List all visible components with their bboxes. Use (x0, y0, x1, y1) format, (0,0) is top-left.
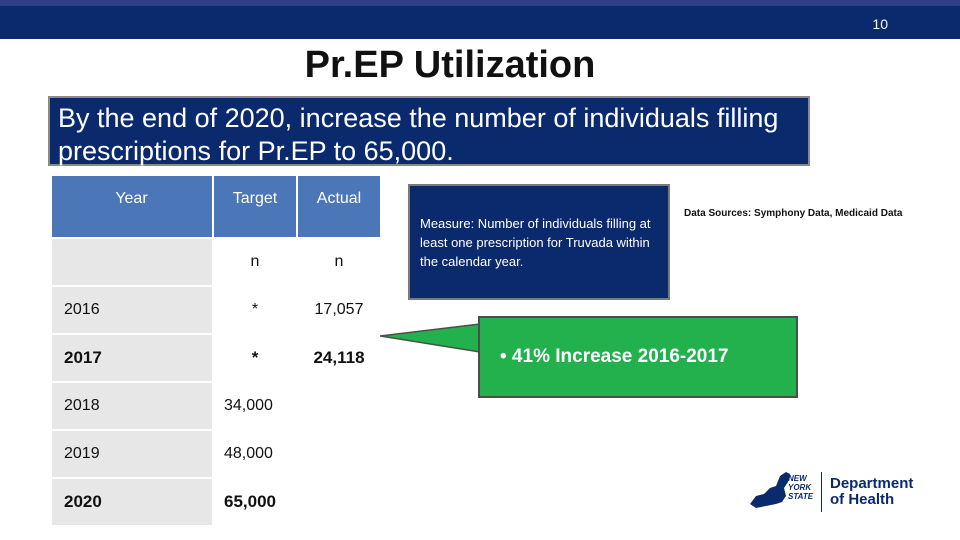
table-header-row: Year Target Actual (52, 176, 380, 237)
row-target: 48,000 (214, 431, 296, 477)
row-actual (298, 479, 380, 525)
row-target: 34,000 (214, 383, 296, 429)
logo-state-line: NEW (788, 474, 807, 483)
row-actual (298, 383, 380, 429)
logo-dept-line: Department (830, 475, 914, 492)
header-target: Target (214, 176, 296, 237)
logo-state-line: YORK (788, 483, 812, 492)
nys-map-icon (750, 472, 790, 508)
row-year: 2018 (52, 383, 212, 429)
row-year: 2020 (52, 479, 212, 525)
table-subheader-row: n n (52, 239, 380, 285)
table-row: 2016 * 17,057 (52, 287, 380, 333)
row-target: * (214, 335, 296, 381)
goal-statement: By the end of 2020, increase the number … (48, 96, 810, 166)
row-target: 65,000 (214, 479, 296, 525)
header-actual: Actual (298, 176, 380, 237)
logo-state-line: STATE (788, 492, 814, 501)
prep-table: Year Target Actual n n 2016 * 17,057 201… (50, 174, 382, 527)
row-target: * (214, 287, 296, 333)
table-row: 2019 48,000 (52, 431, 380, 477)
logo-divider (821, 472, 822, 512)
subheader-target: n (214, 239, 296, 285)
row-actual (298, 431, 380, 477)
table-row: 2020 65,000 (52, 479, 380, 525)
header-year: Year (52, 176, 212, 237)
subheader-year (52, 239, 212, 285)
row-year: 2017 (52, 335, 212, 381)
page-number: 10 (872, 16, 888, 32)
callout-pointer (380, 323, 480, 353)
row-actual: 17,057 (298, 287, 380, 333)
row-actual: 24,118 (298, 335, 380, 381)
row-year: 2019 (52, 431, 212, 477)
increase-callout: • 41% Increase 2016-2017 (478, 316, 798, 398)
top-banner: 10 (0, 0, 960, 39)
table-row: 2018 34,000 (52, 383, 380, 429)
row-year: 2016 (52, 287, 212, 333)
subheader-actual: n (298, 239, 380, 285)
measure-box: Measure: Number of individuals filling a… (408, 184, 670, 300)
slide-title: Pr.EP Utilization (304, 44, 596, 86)
data-sources: Data Sources: Symphony Data, Medicaid Da… (684, 208, 903, 219)
callout-text: • 41% Increase 2016-2017 (500, 346, 729, 367)
logo-dept-line: of Health (830, 491, 895, 508)
table-row: 2017 * 24,118 (52, 335, 380, 381)
logo-state-name: NEW YORK STATE (788, 474, 813, 501)
logo-department: Department of Health (830, 476, 913, 508)
